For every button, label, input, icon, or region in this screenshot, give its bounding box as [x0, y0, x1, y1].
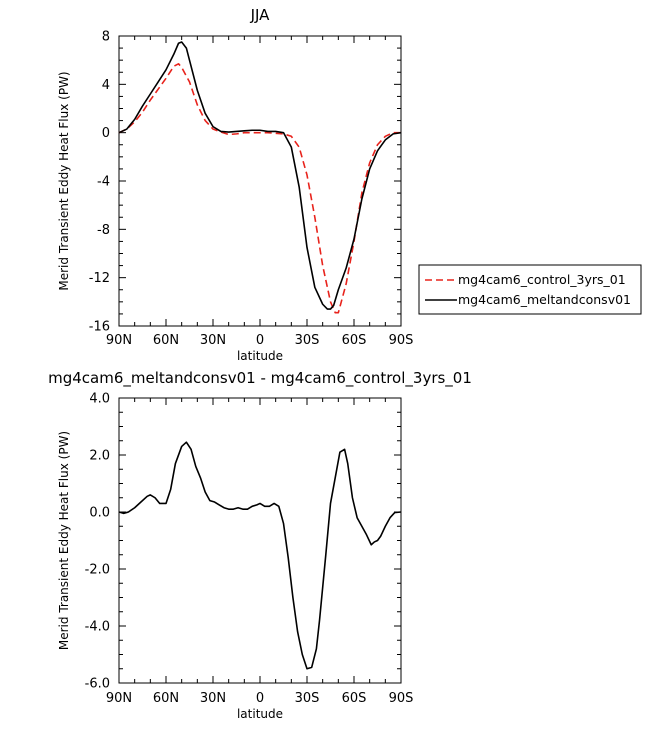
- legend-label-2: mg4cam6_meltandconsv01: [458, 292, 631, 307]
- y-tick-label: 0.0: [89, 506, 110, 521]
- x-tick-label: 90N: [106, 691, 132, 706]
- x-tick-label: 90S: [389, 333, 414, 348]
- series-line-1: [118, 62, 401, 314]
- x-tick-label: 90N: [106, 333, 132, 348]
- x-tick-label: 30S: [295, 691, 320, 706]
- x-tick-label: 30S: [295, 333, 320, 348]
- y-tick-label: 8: [102, 30, 110, 45]
- y-axis-title: Merid Transient Eddy Heat Flux (PW): [57, 431, 71, 650]
- plot-frame: [118, 397, 402, 684]
- panel-1: JJA 90N 60N 30N 0 30S 60S 90S 8 4 0 -4 -8 -12 -16 latit…: [57, 6, 642, 363]
- x-tick-label: 60S: [342, 691, 367, 706]
- x-tick-label: 90S: [389, 691, 414, 706]
- y-tick-label: -8: [97, 223, 110, 238]
- chart-title: JJA: [250, 6, 271, 24]
- legend-frame: [418, 264, 642, 315]
- y-tick-label: -6.0: [85, 677, 110, 692]
- x-tick-label: 60S: [342, 333, 367, 348]
- legend-label-1: mg4cam6_control_3yrs_01: [458, 272, 626, 287]
- chart-title: mg4cam6_meltandconsv01 - mg4cam6_control…: [48, 369, 472, 388]
- y-tick-label: -16: [89, 320, 110, 335]
- x-tick-label: 0: [256, 691, 264, 706]
- x-tick-label: 30N: [200, 333, 226, 348]
- y-tick-label: 0: [102, 126, 110, 141]
- y-tick-label: 4: [102, 78, 110, 93]
- y-tick-label: -4: [97, 175, 110, 190]
- x-axis-title: latitude: [237, 707, 283, 721]
- series-line-2: [118, 41, 402, 310]
- x-tick-label: 0: [256, 333, 264, 348]
- y-tick-label: 2.0: [89, 449, 110, 464]
- x-axis-title: latitude: [237, 349, 283, 363]
- x-tick-label: 30N: [200, 691, 226, 706]
- y-tick-label: -2.0: [85, 563, 110, 578]
- panel-2: mg4cam6_meltandconsv01 - mg4cam6_control…: [48, 369, 472, 721]
- y-tick-label: 4.0: [89, 392, 110, 407]
- series-line-1: [118, 441, 402, 670]
- legend: mg4cam6_control_3yrs_01 mg4cam6_meltandco…: [418, 264, 642, 315]
- y-tick-label: -4.0: [85, 620, 110, 635]
- plot-frame: [118, 35, 402, 327]
- y-axis-title: Merid Transient Eddy Heat Flux (PW): [57, 71, 71, 290]
- y-tick-label: -12: [89, 271, 110, 286]
- x-tick-label: 60N: [153, 333, 179, 348]
- x-tick-label: 60N: [153, 691, 179, 706]
